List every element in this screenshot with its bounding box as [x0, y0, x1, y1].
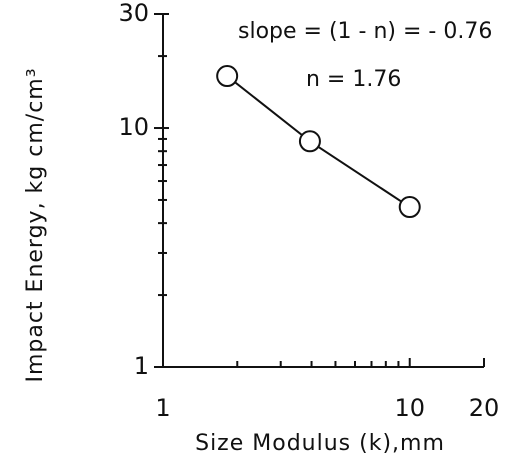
x-tick-label: 1 — [155, 394, 170, 422]
x-tick-label: 10 — [394, 394, 425, 422]
data-point — [216, 65, 239, 88]
data-point — [298, 130, 321, 153]
x-axis-label: Size Modulus (k),mm — [195, 431, 445, 456]
y-tick-label: 30 — [118, 0, 149, 27]
n-annotation: n = 1.76 — [306, 67, 401, 92]
x-tick-label: 20 — [469, 394, 500, 422]
y-tick-label: 10 — [118, 113, 149, 141]
y-axis-label: Impact Energy, kg cm/cm³ — [23, 67, 48, 382]
data-point — [398, 196, 421, 219]
slope-annotation: slope = (1 - n) = - 0.76 — [238, 19, 492, 44]
y-tick-label: 1 — [134, 352, 149, 380]
